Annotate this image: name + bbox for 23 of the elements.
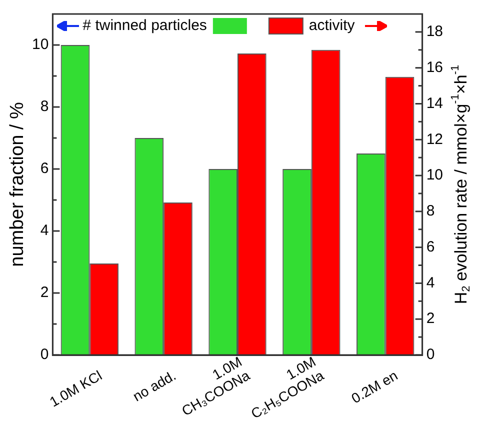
- y-axis-title: number fraction / %: [7, 102, 28, 267]
- legend-label: activity: [308, 17, 356, 34]
- y2-tick-label: 6: [426, 238, 435, 256]
- y2-tick-label: 4: [426, 274, 435, 292]
- y-tick-label: 4: [40, 222, 49, 240]
- x-tick-label: no add.: [130, 367, 179, 404]
- y2-tick-label: 16: [426, 58, 444, 76]
- y-tick-label: 6: [40, 160, 49, 178]
- y2-tick-label: 2: [426, 310, 435, 328]
- x-tick-label: 1.0M KCl: [46, 367, 105, 410]
- y2-tick-label: 8: [426, 202, 435, 220]
- y2-tick-label: 10: [426, 166, 444, 184]
- y-tick-label: 2: [40, 284, 49, 302]
- y2-tick-label: 18: [426, 23, 444, 40]
- series-label: # twinned particles: [82, 17, 207, 34]
- y2-tick-label: 0: [426, 346, 435, 364]
- y-tick-label: 8: [40, 98, 49, 116]
- y2-axis-title: H2 evolution rate / mmol×g-1×h-1: [449, 64, 472, 304]
- y-tick-label: 10: [32, 36, 49, 54]
- y-tick-label: 0: [40, 346, 49, 364]
- y2-tick-label: 14: [426, 94, 444, 112]
- x-tick-label: 0.2M en: [348, 367, 400, 406]
- y2-tick-label: 12: [426, 130, 444, 148]
